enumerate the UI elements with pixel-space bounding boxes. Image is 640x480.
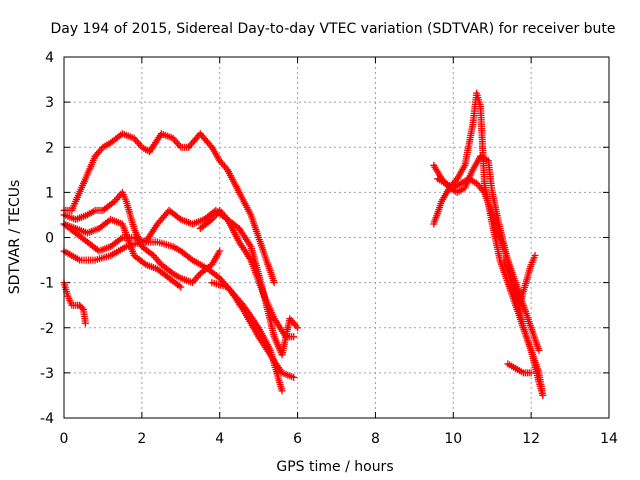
- y-tick-label: 2: [45, 140, 54, 156]
- series-arc-2: [60, 188, 224, 287]
- y-tick-label: 3: [45, 95, 54, 111]
- x-tick-label: 0: [60, 431, 69, 447]
- data-point: [270, 279, 278, 287]
- series-arc-1: [60, 130, 278, 287]
- data-point: [294, 324, 302, 332]
- y-tick-label: -3: [40, 366, 54, 382]
- y-tick-label: 4: [45, 50, 54, 66]
- data-point: [539, 391, 547, 399]
- data-point: [148, 250, 156, 258]
- series-arc-11: [434, 175, 543, 354]
- y-tick-label: -4: [40, 411, 54, 427]
- x-tick-label: 12: [522, 431, 540, 447]
- x-tick-label: 4: [215, 431, 224, 447]
- data-point: [290, 373, 298, 381]
- y-tick-label: 0: [45, 231, 54, 247]
- series-arc-8: [208, 279, 286, 395]
- data-point: [278, 387, 286, 395]
- data-point: [206, 217, 214, 225]
- series-arc-7: [60, 279, 89, 327]
- series-arc-12: [500, 252, 539, 309]
- y-tick-label: -2: [40, 321, 54, 337]
- series-arc-13: [504, 360, 535, 377]
- y-tick-label: -1: [40, 276, 54, 292]
- data-marks: [60, 89, 547, 399]
- data-point: [290, 333, 298, 341]
- chart-title: Day 194 of 2015, Sidereal Day-to-day VTE…: [50, 21, 615, 37]
- plot-frame: [63, 56, 610, 419]
- x-tick-label: 6: [293, 431, 302, 447]
- data-point: [78, 304, 86, 312]
- x-tick-label: 10: [444, 431, 462, 447]
- x-axis-label: GPS time / hours: [276, 459, 393, 475]
- series-arc-6: [196, 206, 302, 359]
- x-tick-label: 2: [137, 431, 146, 447]
- x-tick-label: 14: [600, 431, 618, 447]
- data-point: [216, 247, 224, 255]
- data-point: [535, 346, 543, 354]
- data-point: [177, 283, 185, 291]
- data-point: [527, 369, 535, 377]
- series-arc-5: [60, 215, 185, 291]
- data-point: [531, 252, 539, 259]
- series-arc-3: [60, 238, 298, 381]
- grid: [63, 56, 610, 419]
- data-point: [81, 319, 89, 327]
- y-axis-label: SDTVAR / TECUs: [7, 180, 23, 295]
- x-tick-label: 8: [371, 431, 380, 447]
- y-tick-label: 1: [45, 185, 54, 201]
